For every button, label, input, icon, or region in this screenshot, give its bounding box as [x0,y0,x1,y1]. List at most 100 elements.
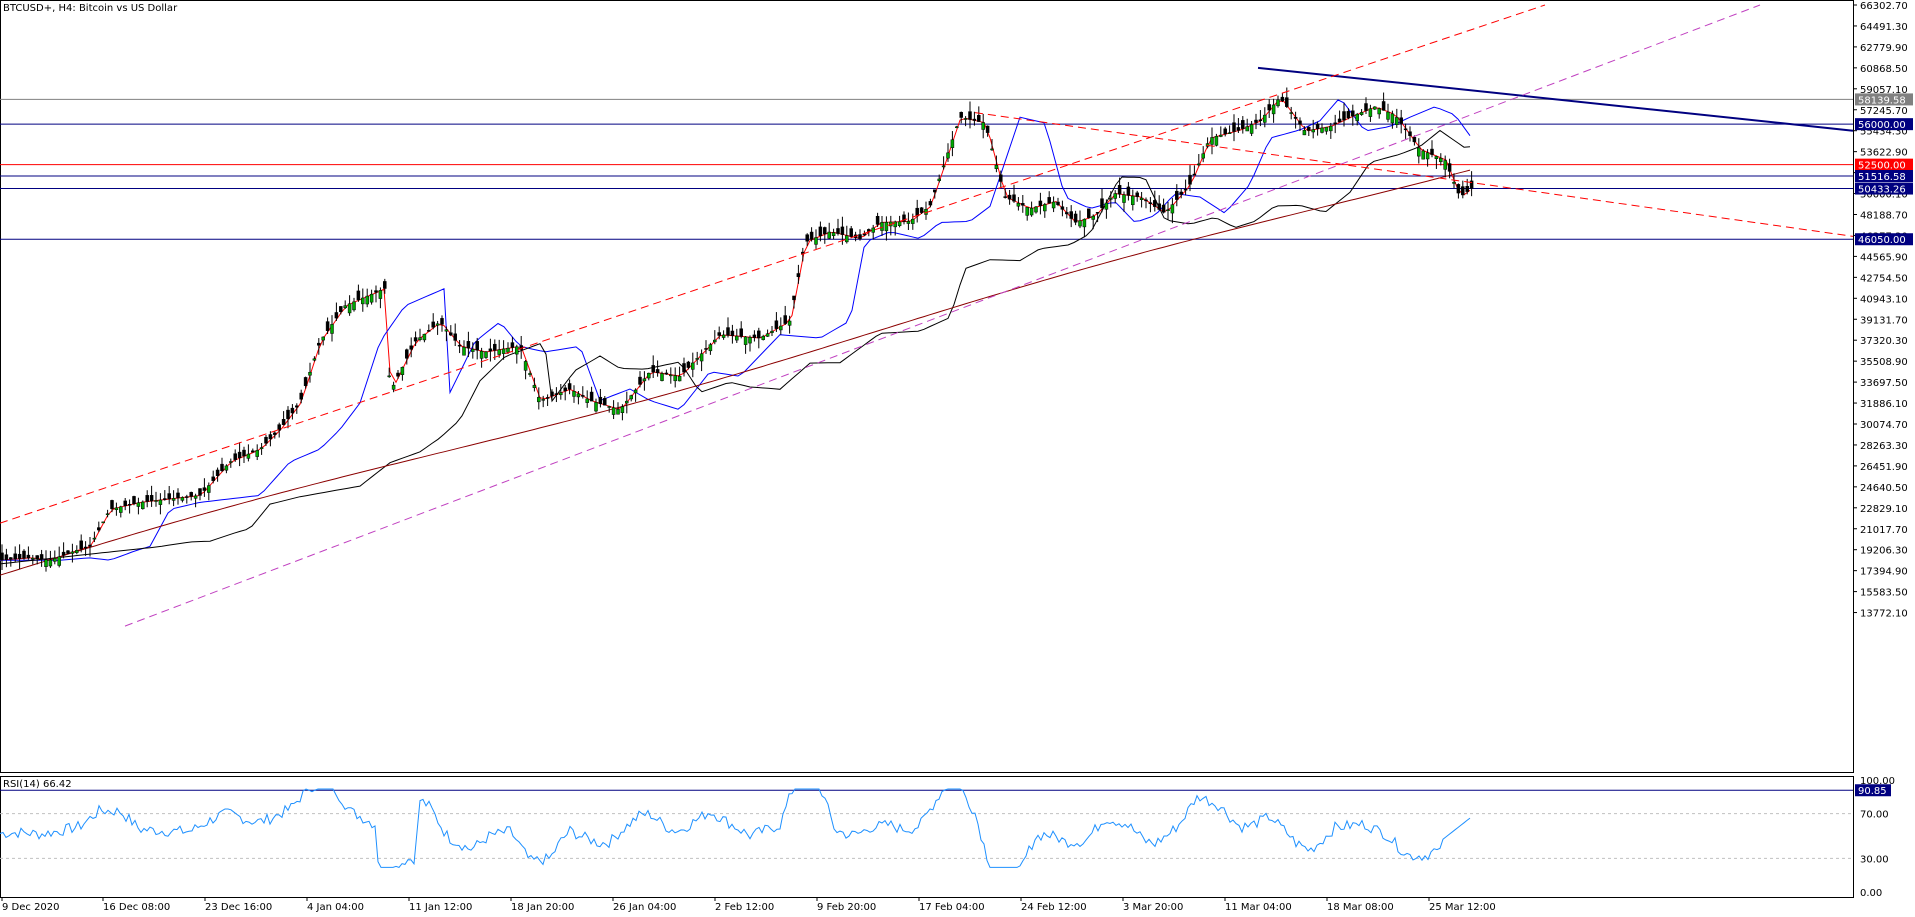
price-tick-label: 40943.10 [1860,294,1908,305]
candle [884,221,889,232]
candle [1126,186,1131,196]
candle [1021,203,1025,206]
price-tick-label: 33697.50 [1860,378,1908,389]
candle [66,550,70,554]
price-tick-label: 31886.10 [1860,399,1908,410]
price-tick-label: 22829.10 [1860,504,1908,515]
candle [233,453,237,460]
candle [1113,193,1117,199]
candle [352,301,356,311]
candle [488,348,493,352]
candle [1381,101,1386,111]
candle [1122,194,1126,203]
candle [818,226,823,236]
candle [1029,207,1034,216]
candle [1025,207,1029,216]
candle [1135,192,1139,197]
rsi-line [0,788,1471,868]
candle [937,178,941,181]
price-tick-label: 42754.50 [1860,273,1908,284]
level-tag [1855,118,1913,131]
candle [145,495,149,502]
candle [356,290,361,301]
candle [61,551,66,556]
candle [1324,126,1329,132]
candle [1034,206,1038,213]
level-tag [1855,170,1913,183]
candle [35,555,39,559]
price-tick-label: 21017.70 [1860,525,1908,536]
candle [193,495,198,499]
candle [339,306,343,313]
candle [466,341,471,349]
candle [827,231,831,239]
candle [1100,198,1104,209]
price-tick-label: 55434.30 [1860,127,1908,138]
candle [655,369,660,374]
price-tick-label: 62779.90 [1860,43,1908,54]
candle [1095,212,1100,214]
candle [1386,111,1390,120]
candle [88,544,92,547]
candle [1333,122,1337,125]
candle [303,377,308,386]
candle [9,557,13,560]
candle [708,344,713,352]
price-tick-label: 59057.10 [1860,85,1908,96]
candle [1060,206,1065,210]
candle [1210,137,1214,145]
candle [497,349,501,355]
candle [686,361,691,368]
candle [1417,147,1421,157]
candle [422,333,427,341]
trendline-upper-channel [0,4,1546,524]
candle [286,409,290,420]
rsi-tick-label: 70.00 [1860,810,1889,821]
candle [110,500,114,510]
horizontal-levels [0,98,1853,240]
candle [387,375,391,378]
candle [127,504,132,506]
candle [875,216,880,225]
candle [501,348,506,354]
candle [1289,112,1293,114]
time-axis: 9 Dec 2020 16 Dec 08:00 23 Dec 16:00 4 Jan … [1,897,1496,913]
candle [1038,200,1043,206]
rsi-pane [0,776,1854,898]
candle [1351,110,1355,117]
candle [1461,186,1465,196]
candle [1069,211,1073,219]
candle [57,556,61,566]
level-tag [1855,158,1913,171]
time-tick-label: 11 Jan 12:00 [409,902,472,913]
candle [625,400,629,404]
rsi-tick-label: 100.00 [1860,776,1895,787]
candle [849,228,853,237]
candle [264,436,268,444]
candle [567,383,572,390]
candle [554,393,559,395]
candle [1175,190,1179,200]
candle [211,476,215,481]
moving-average-line [0,169,1471,576]
candle [1267,104,1271,111]
candle [1153,200,1157,207]
candle [400,366,405,375]
candle [805,234,809,242]
candle [123,500,127,507]
candle [950,139,955,148]
candle [726,327,730,336]
candle [985,125,990,133]
candle [83,546,88,549]
candle [559,392,563,396]
candle [1307,126,1311,131]
candle [369,293,374,303]
candle [1091,215,1095,220]
price-tick-label: 60868.50 [1860,64,1908,75]
candle [1223,128,1227,135]
candle [1161,204,1166,213]
candle [713,339,717,343]
candle [1421,150,1425,160]
candle [374,290,378,293]
